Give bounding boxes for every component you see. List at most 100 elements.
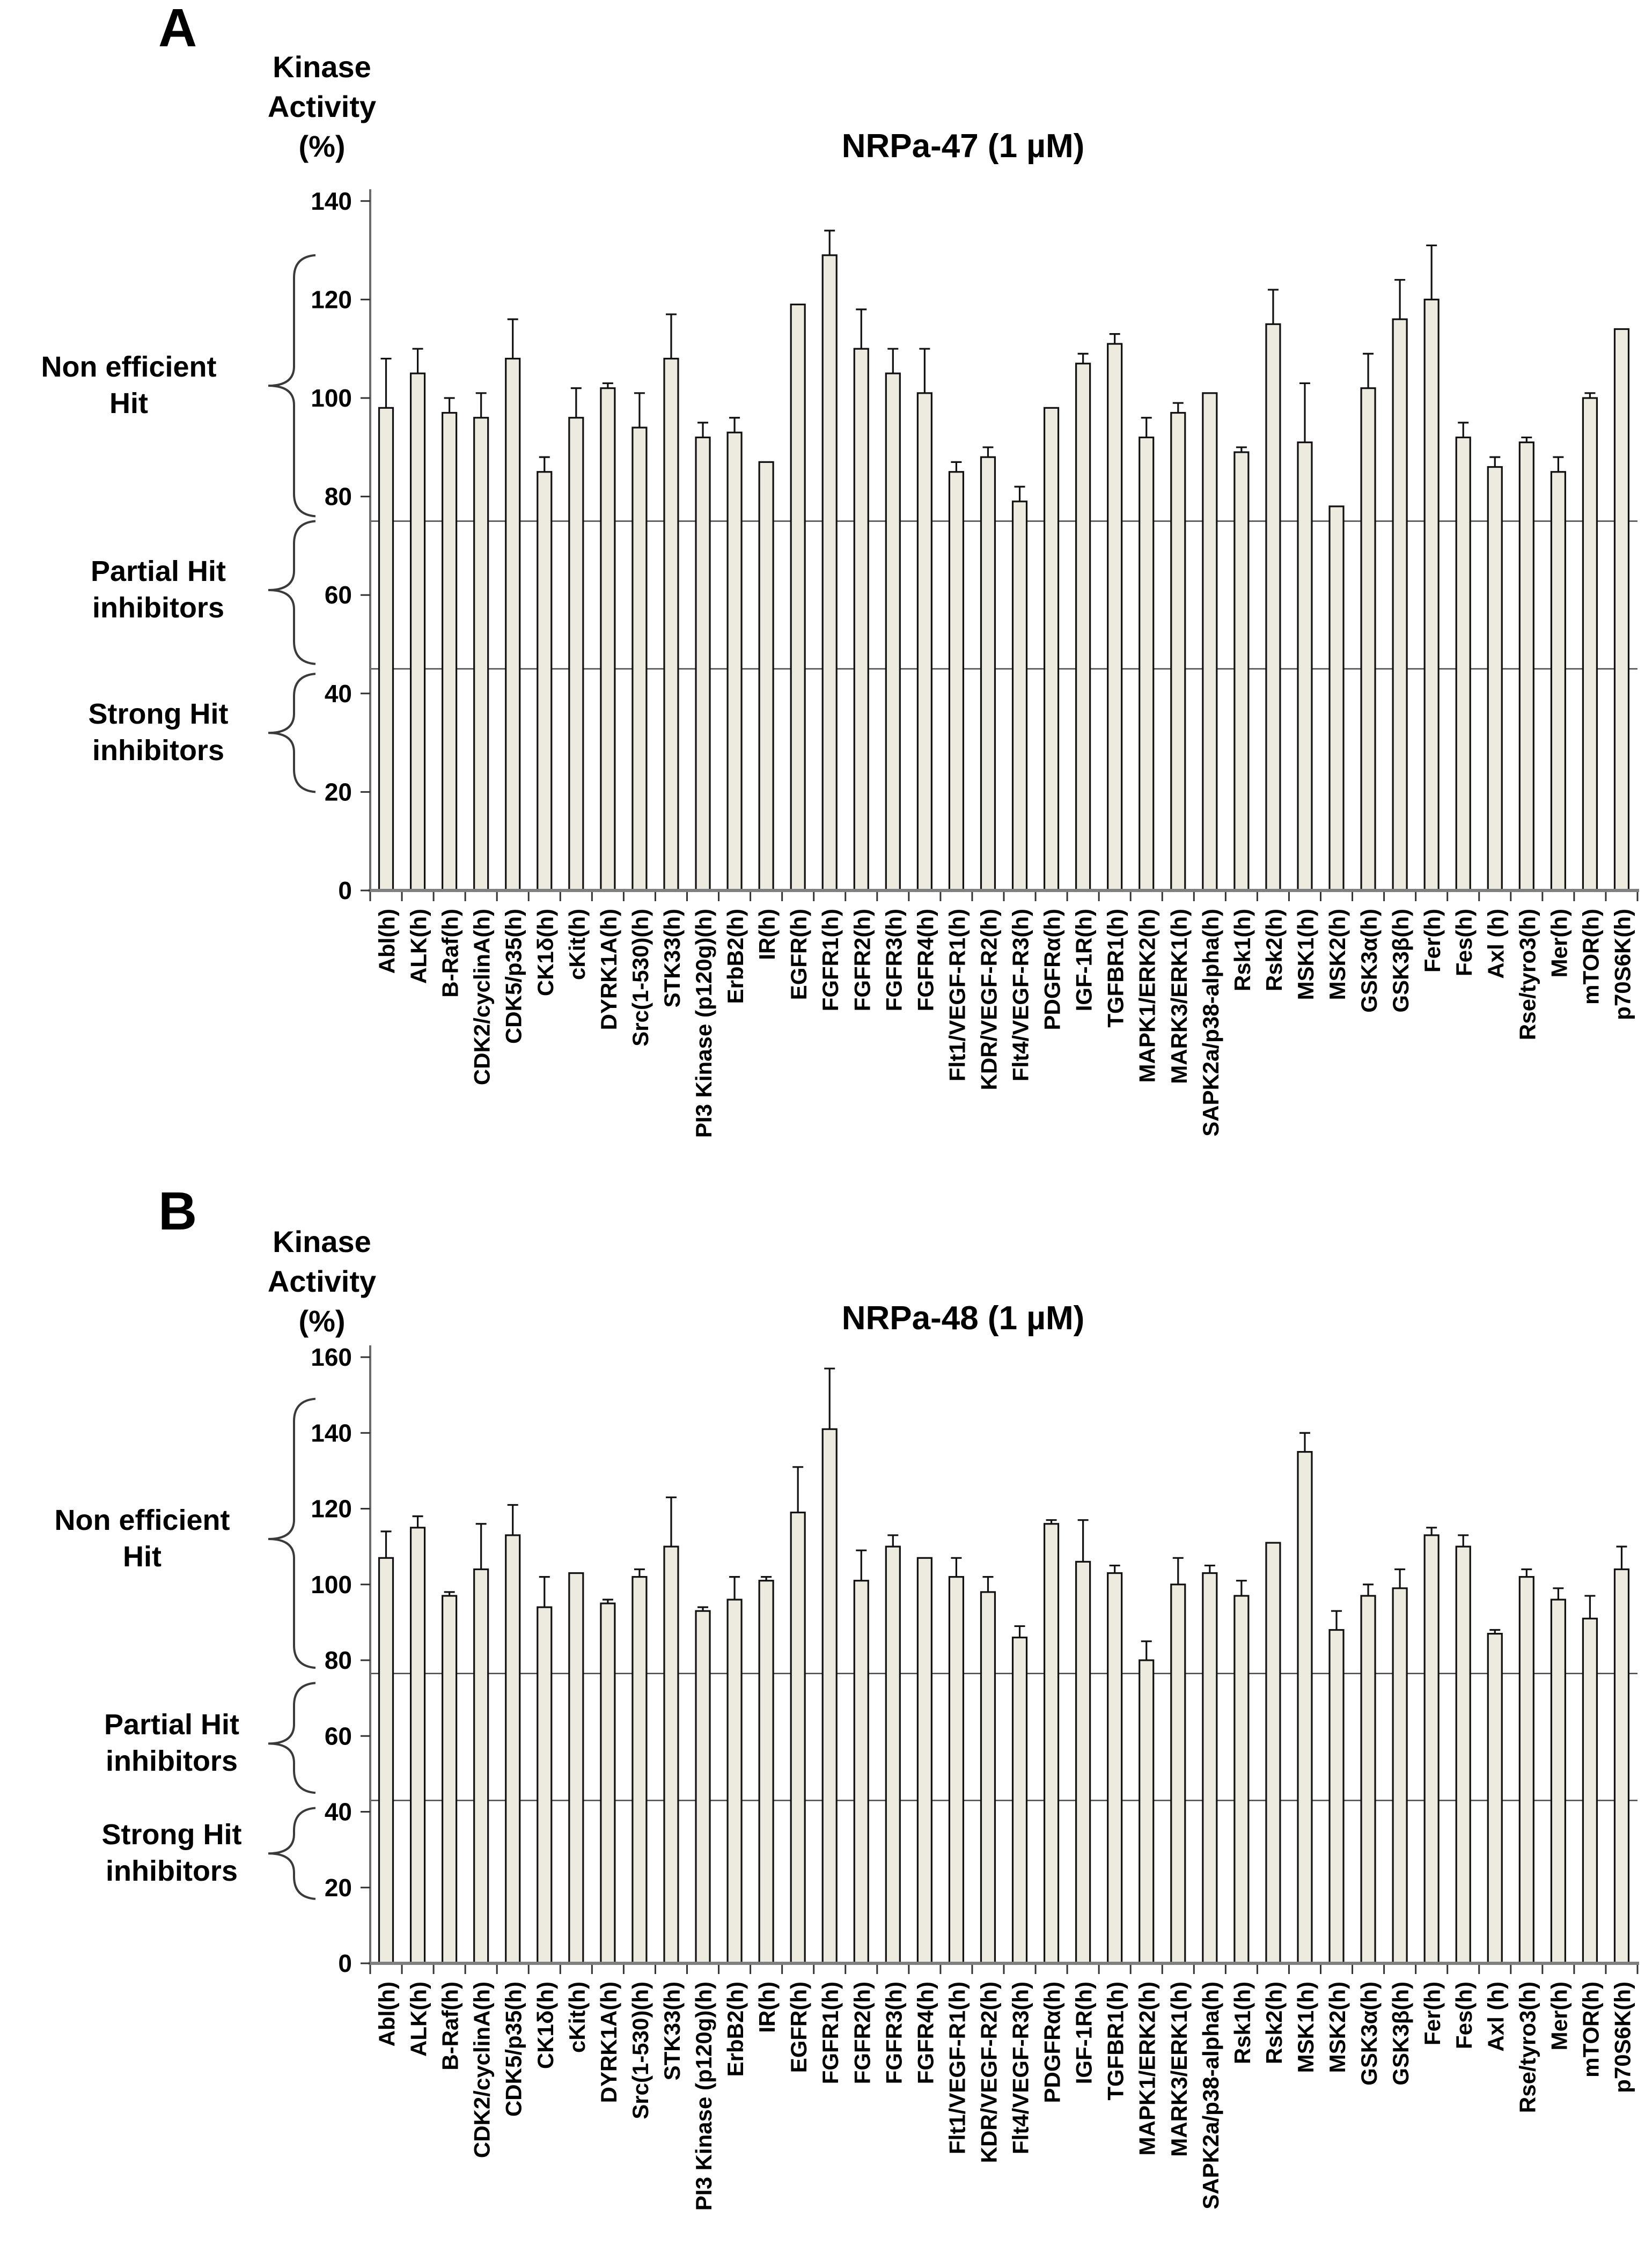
bar-CDK5/p35(h) xyxy=(505,1534,521,1964)
panel-b-zone-label-strong-hit: Strong Hit inhibitors xyxy=(48,1816,295,1889)
y-tick-label: 120 xyxy=(311,285,352,313)
x-category-label: SAPK2a/p38-alpha(h) xyxy=(1198,1982,1223,2210)
y-tick-label: 120 xyxy=(311,1495,352,1523)
zone-label-line-2: inhibitors xyxy=(106,1855,238,1888)
x-category-label: MSK1(h) xyxy=(1293,1982,1318,2073)
bar-Mer(h) xyxy=(1550,471,1566,892)
bar-DYRK1A(h) xyxy=(600,1602,616,1964)
bar-Rse/tyro3(h) xyxy=(1518,1576,1534,1964)
x-category-label: Rsk1(h) xyxy=(1230,909,1255,991)
zone-brace xyxy=(268,1807,316,1900)
zone-brace xyxy=(268,1682,316,1794)
x-category-label: IR(h) xyxy=(754,1982,780,2033)
x-category-label: GSK3β(h) xyxy=(1388,1982,1413,2086)
x-category-label: Fes(h) xyxy=(1451,1982,1477,2049)
x-category-label: CDK5/p35(h) xyxy=(501,1982,526,2117)
x-category-label: FGFR4(h) xyxy=(913,909,938,1011)
bar-Fes(h) xyxy=(1455,436,1471,892)
bar-ErbB2(h) xyxy=(726,431,743,892)
bar-FGFR2(h) xyxy=(853,1580,869,1964)
x-category-label: DYRK1A(h) xyxy=(596,909,621,1030)
x-category-label: KDR/VEGF-R2(h) xyxy=(976,909,1001,1090)
x-category-label: Flt4/VEGF-R3(h) xyxy=(1008,1982,1033,2154)
x-category-label: p70S6K(h) xyxy=(1610,1982,1635,2093)
bar-FGFR2(h) xyxy=(853,348,869,892)
bar-FGFR4(h) xyxy=(916,1557,932,1964)
x-category-label: FGFR1(h) xyxy=(818,909,843,1011)
x-category-label: EGFR(h) xyxy=(786,909,811,1000)
x-category-label: p70S6K(h) xyxy=(1610,909,1635,1020)
bar-GSK3α(h) xyxy=(1360,1595,1376,1964)
panel-a-letter: A xyxy=(158,0,197,58)
x-category-label: Rse/tyro3(h) xyxy=(1515,909,1540,1040)
bar-STK33(h) xyxy=(663,357,679,892)
bar-STK33(h) xyxy=(663,1545,679,1964)
x-category-label: Fer(h) xyxy=(1420,1982,1445,2045)
bar-KDR/VEGF-R2(h) xyxy=(980,1591,996,1964)
zone-label-line-1: Non efficient xyxy=(54,1504,230,1536)
zone-label-line-1: Partial Hit xyxy=(104,1709,240,1741)
bar-FGFR4(h) xyxy=(916,392,932,892)
x-category-label: Src(1-530)(h) xyxy=(628,909,653,1047)
bar-MAPK1/ERK2(h) xyxy=(1139,1659,1155,1964)
bar-DYRK1A(h) xyxy=(600,387,616,892)
y-axis-title-line-2: Activity xyxy=(267,1264,377,1298)
y-tick-label: 80 xyxy=(325,483,352,511)
x-category-label: Rsk2(h) xyxy=(1261,1982,1287,2064)
zone-label-line-1: Non efficient xyxy=(41,351,217,383)
x-category-label: STK33(h) xyxy=(659,909,685,1007)
bar-Axl (h) xyxy=(1487,466,1503,892)
bar-Rsk1(h) xyxy=(1233,451,1250,892)
y-tick-label: 100 xyxy=(311,1571,352,1599)
bar-B-Raf(h) xyxy=(442,411,458,892)
x-category-label: SAPK2a/p38-alpha(h) xyxy=(1198,909,1223,1137)
x-category-label: MSK2(h) xyxy=(1325,909,1350,1000)
zone-brace xyxy=(268,673,316,793)
bar-CK1δ(h) xyxy=(537,1606,553,1964)
y-axis-title-line-1: Kinase xyxy=(273,1225,371,1258)
bar-Rse/tyro3(h) xyxy=(1518,441,1534,892)
bar-MARK3/ERK1(h) xyxy=(1170,1584,1186,1964)
bar-IGF-1R(h) xyxy=(1075,363,1091,892)
bar-CDK2/cyclinA(h) xyxy=(473,1568,489,1964)
x-category-label: Flt4/VEGF-R3(h) xyxy=(1008,909,1033,1081)
x-category-label: FGFR2(h) xyxy=(849,909,875,1011)
x-category-label: FGFR4(h) xyxy=(913,1982,938,2084)
x-category-label: PI3 Kinase (p120g)(h) xyxy=(691,909,716,1138)
bar-IR(h) xyxy=(758,1580,774,1964)
x-category-label: KDR/VEGF-R2(h) xyxy=(976,1982,1001,2163)
bar-MSK1(h) xyxy=(1297,441,1313,892)
zone-label-line-2: Hit xyxy=(109,387,148,420)
bar-CK1δ(h) xyxy=(537,471,553,892)
x-category-label: TGFBR1(h) xyxy=(1103,909,1128,1028)
y-tick-label: 20 xyxy=(325,1874,352,1902)
zone-label-line-2: Hit xyxy=(123,1541,161,1573)
x-category-label: B-Raf(h) xyxy=(438,909,463,998)
bar-GSK3α(h) xyxy=(1360,387,1376,892)
x-category-label: FGFR2(h) xyxy=(849,1982,875,2084)
bar-B-Raf(h) xyxy=(442,1595,458,1964)
x-category-label: ErbB2(h) xyxy=(723,1982,748,2076)
bar-CDK5/p35(h) xyxy=(505,357,521,892)
zone-brace xyxy=(268,254,316,518)
bar-IGF-1R(h) xyxy=(1075,1560,1091,1964)
bar-TGFBR1(h) xyxy=(1107,343,1123,892)
bar-CDK2/cyclinA(h) xyxy=(473,417,489,892)
x-category-label: GSK3α(h) xyxy=(1356,1982,1382,2086)
bar-ErbB2(h) xyxy=(726,1599,743,1964)
bar-MSK1(h) xyxy=(1297,1450,1313,1964)
x-category-label: MAPK1/ERK2(h) xyxy=(1135,909,1160,1083)
x-category-label: MAPK1/ERK2(h) xyxy=(1135,1982,1160,2155)
x-category-label: DYRK1A(h) xyxy=(596,1982,621,2103)
y-tick-label: 20 xyxy=(325,778,352,806)
bar-MSK2(h) xyxy=(1328,505,1345,892)
bar-Mer(h) xyxy=(1550,1599,1566,1964)
zone-label-line-1: Partial Hit xyxy=(90,555,226,587)
bar-Fes(h) xyxy=(1455,1545,1471,1964)
bar-Fer(h) xyxy=(1423,298,1440,892)
x-category-label: MARK3/ERK1(h) xyxy=(1166,909,1192,1084)
x-category-label: Mer(h) xyxy=(1546,909,1571,977)
x-category-label: CDK2/cyclinA(h) xyxy=(469,909,495,1085)
bar-mTOR(h) xyxy=(1582,397,1598,892)
